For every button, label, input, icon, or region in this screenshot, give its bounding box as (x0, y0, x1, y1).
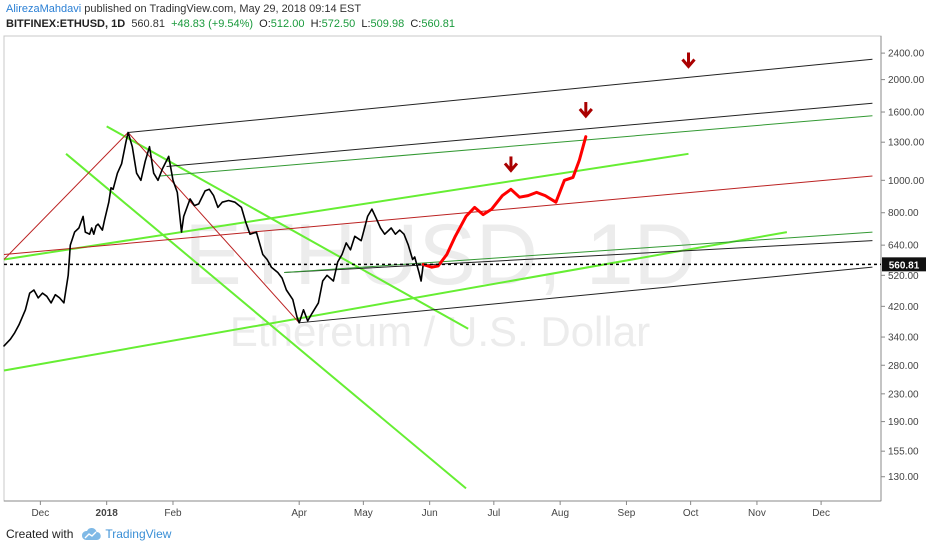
y-tick-label: 520.00 (888, 271, 919, 282)
footer: Created with TradingView (6, 527, 171, 541)
watermark-symbol: ETHUSD, 1D (184, 207, 695, 303)
last-price-badge (882, 257, 926, 272)
arrow-group (503, 52, 696, 173)
y-tick-label: 130.00 (888, 472, 919, 483)
created-with-text: Created with (6, 527, 74, 541)
x-tick-label: Jun (422, 508, 438, 519)
last-price-badge-label: 560.81 (889, 260, 920, 271)
watermark-description: Ethereum / U.S. Dollar (230, 308, 650, 355)
plot-frame (3, 35, 882, 502)
symbol-name: BITFINEX:ETHUSD, 1D (6, 18, 126, 30)
close-label: C: (410, 18, 422, 30)
close-value: 560.81 (421, 18, 455, 30)
down-arrow-icon (681, 52, 696, 69)
open-value: 512.00 (270, 18, 305, 30)
down-arrow-icon (578, 102, 593, 119)
y-tick-label: 640.00 (888, 241, 919, 252)
y-tick-label: 280.00 (888, 361, 919, 372)
low-label: L: (361, 18, 371, 30)
trendlines (3, 58, 873, 490)
tradingview-cloud-icon (82, 527, 102, 540)
trendline-red_left_up (3, 132, 129, 260)
trendline-dark_top (128, 58, 873, 133)
x-tick-label: Dec (31, 508, 49, 519)
trendline-dark_lower (284, 240, 873, 274)
y-tick-label: 420.00 (888, 302, 919, 313)
price-chart[interactable]: ETHUSD, 1D Ethereum / U.S. Dollar 560.81… (0, 34, 932, 524)
last-price: 560.81 (131, 18, 165, 30)
trendline-red_left_down (127, 132, 300, 324)
last-price-line-group: 560.81 (4, 257, 926, 272)
trendline-dark_bottom (299, 266, 873, 324)
open-label: O: (259, 18, 271, 30)
y-tick-label: 340.00 (888, 333, 919, 344)
price-change: +48.83 (+9.54%) (171, 18, 254, 30)
y-tick-label: 800.00 (888, 208, 919, 219)
down-arrow-head (503, 162, 519, 173)
trendline-green_thin_lower (284, 231, 873, 274)
x-tick-label: Jul (487, 508, 500, 519)
y-tick-label: 190.00 (888, 417, 919, 428)
y-tick-label: 1000.00 (888, 176, 925, 187)
published-text: published on TradingView.com, May 29, 20… (84, 3, 362, 15)
x-tick-label: Nov (748, 508, 766, 519)
x-tick-label: Feb (164, 508, 182, 519)
trendline-green_lower_channel (3, 231, 788, 372)
series-forecast-line (421, 135, 588, 269)
y-tick-label: 1300.00 (888, 138, 925, 149)
x-tick-label: Apr (291, 508, 307, 519)
down-arrow-head (578, 108, 593, 119)
x-tick-label: May (354, 508, 373, 519)
series-price-line (3, 131, 425, 347)
y-tick-label: 230.00 (888, 389, 919, 400)
symbol-info: BITFINEX:ETHUSD, 1D 560.81 +48.83 (+9.54… (6, 18, 455, 30)
tradingview-link[interactable]: TradingView (105, 527, 172, 541)
trendline-green_falling_bottom (65, 153, 467, 490)
x-tick-label: Oct (683, 508, 699, 519)
publish-info: AlirezaMahdavi published on TradingView.… (6, 3, 361, 15)
y-tick-label: 2400.00 (888, 49, 925, 60)
y-tick-label: 155.00 (888, 447, 919, 458)
y-tick-label: 2000.00 (888, 75, 925, 86)
trendline-green_thin_upper (160, 115, 873, 177)
high-value: 572.50 (321, 18, 356, 30)
trendline-dark_upper (166, 102, 873, 167)
x-tick-label: Dec (812, 508, 830, 519)
high-label: H: (310, 18, 322, 30)
y-tick-label: 1600.00 (888, 108, 925, 119)
down-arrow-head (681, 58, 696, 69)
x-tick-label: Sep (618, 508, 636, 519)
x-tick-label: 2018 (96, 508, 119, 519)
low-value: 509.98 (370, 18, 405, 30)
x-axis-ticks: Dec 2018 Feb Apr May Jun Jul Aug Sep Oct Nov Dec (31, 501, 830, 519)
trendline-red_pitch_lower (3, 175, 873, 256)
y-axis-ticks: 2400.00 2000.00 1600.00 1300.00 1000.00 800.0… (881, 49, 925, 483)
x-tick-label: Aug (551, 508, 569, 519)
author-link[interactable]: AlirezaMahdavi (6, 3, 82, 15)
series-group (3, 131, 588, 347)
down-arrow-icon (503, 156, 519, 173)
